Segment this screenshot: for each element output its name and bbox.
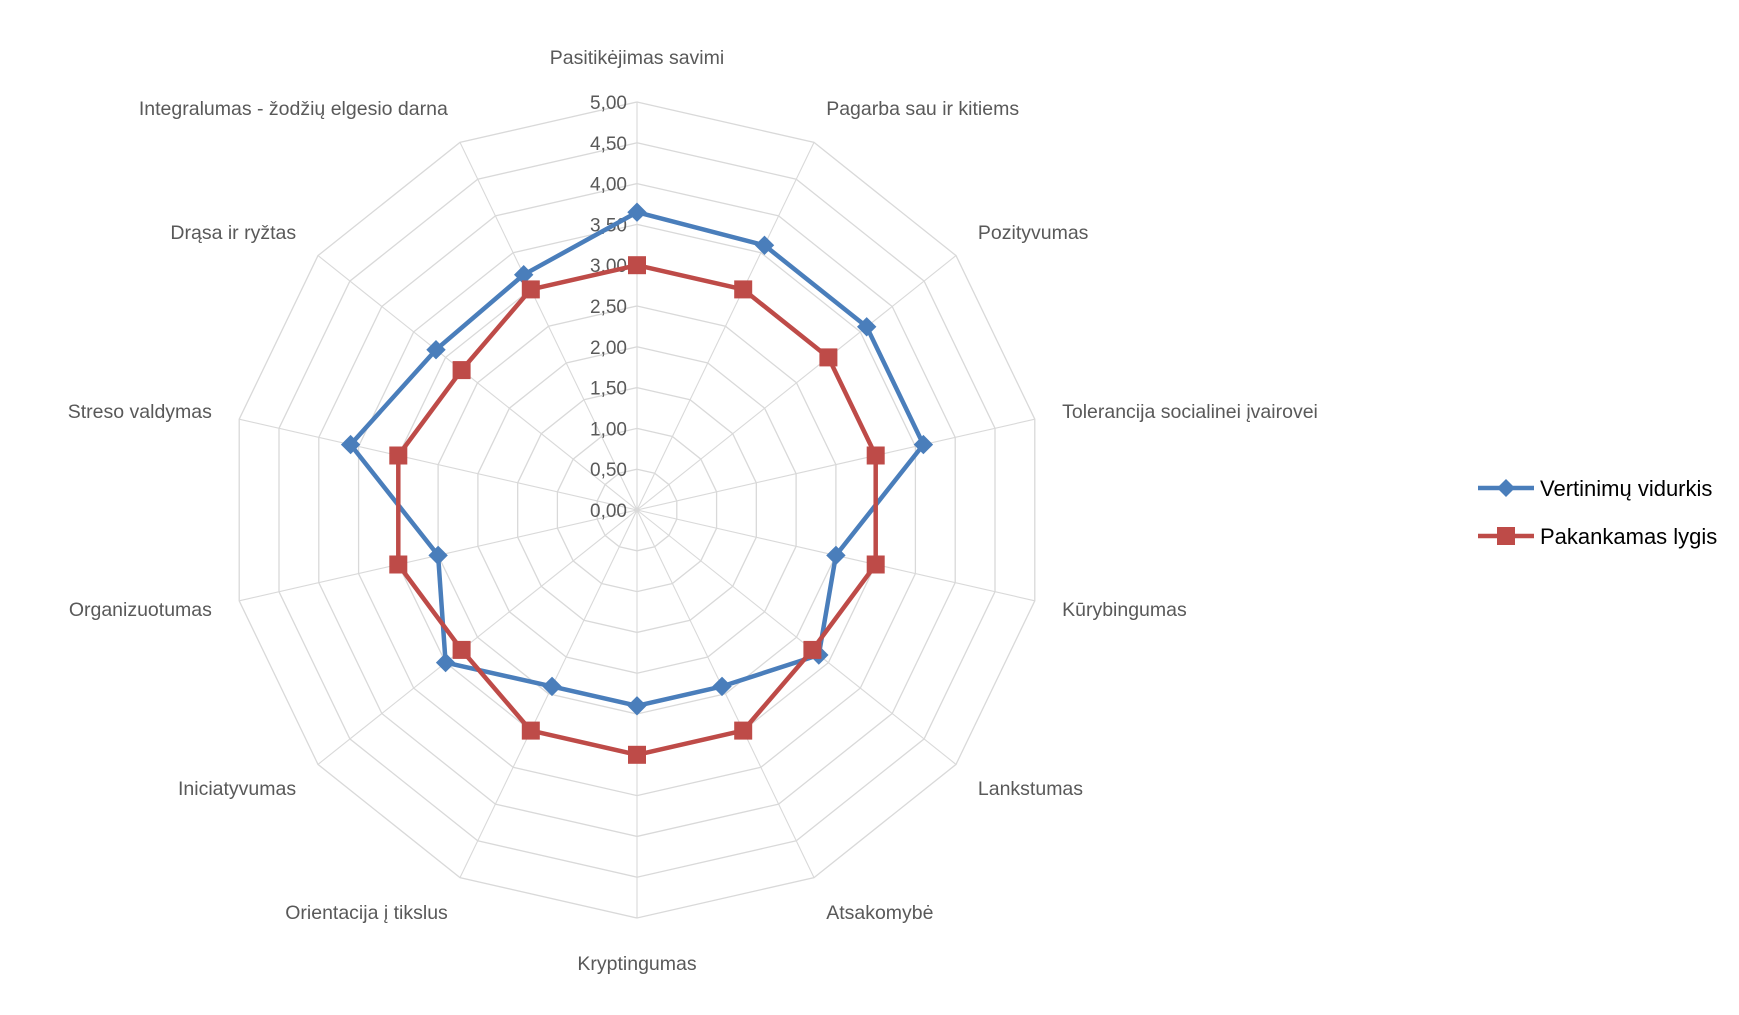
data-point-marker <box>826 545 846 566</box>
series-2 <box>389 256 885 764</box>
data-point-marker <box>734 280 753 299</box>
category-label: Pagarba sau ir kitiems <box>826 98 1019 120</box>
data-point-marker <box>627 202 647 222</box>
legend-label: Vertinimų vidurkis <box>1540 476 1712 501</box>
spoke-line <box>636 142 815 511</box>
data-point-marker <box>340 434 361 455</box>
category-label: Streso valdymas <box>68 401 212 423</box>
spoke-line <box>459 509 638 878</box>
legend-label: Pakankamas lygis <box>1540 524 1717 549</box>
category-label: Kryptingumas <box>577 953 696 975</box>
legend-marker <box>1497 527 1515 545</box>
data-point-marker <box>913 434 934 455</box>
data-point-marker <box>428 545 448 566</box>
category-label: Tolerancija socialinei įvairovei <box>1062 401 1318 423</box>
data-point-marker <box>866 555 885 574</box>
tick-label: 4,00 <box>590 175 627 196</box>
category-label: Kūrybingumas <box>1062 599 1187 621</box>
category-labels: Pasitikėjimas savimi Pagarba sau ir kitie… <box>68 47 1318 975</box>
legend: Vertinimų vidurkis Pakankamas lygis <box>1478 476 1717 549</box>
legend-marker <box>1497 479 1515 497</box>
data-point-marker <box>521 280 540 299</box>
series-layer <box>340 202 934 764</box>
spoke-line <box>636 509 815 878</box>
category-label: Orientacija į tikslus <box>285 902 448 924</box>
data-point-marker <box>389 555 408 574</box>
data-point-marker <box>819 348 838 367</box>
spoke-line <box>317 509 638 765</box>
spoke-line <box>459 142 638 511</box>
data-point-marker <box>628 256 646 275</box>
tick-label: 2,00 <box>590 338 627 359</box>
tick-label: 1,50 <box>590 379 627 400</box>
data-point-marker <box>452 361 471 380</box>
spoke-line <box>239 418 638 511</box>
data-point-marker <box>712 676 732 697</box>
tick-labels: 0,000,501,001,502,002,503,003,504,004,50… <box>590 93 627 522</box>
category-label: Lankstumas <box>978 778 1083 800</box>
data-point-marker <box>734 721 753 740</box>
tick-label: 2,50 <box>590 297 627 318</box>
category-label: Pozityvumas <box>978 222 1089 244</box>
category-label: Drąsa ir ryžtas <box>170 222 296 244</box>
tick-label: 0,00 <box>590 501 627 522</box>
data-point-marker <box>627 696 647 716</box>
category-label: Pasitikėjimas savimi <box>550 47 724 69</box>
data-point-marker <box>803 640 822 659</box>
tick-label: 1,00 <box>590 419 627 440</box>
tick-label: 0,50 <box>590 460 627 481</box>
data-point-marker <box>628 745 646 764</box>
category-label: Iniciatyvumas <box>178 778 296 800</box>
spoke-line <box>636 418 1035 511</box>
category-label: Organizuotumas <box>69 599 212 621</box>
data-point-marker <box>856 317 877 337</box>
data-point-marker <box>452 640 471 659</box>
category-label: Atsakomybė <box>826 902 933 924</box>
category-label: Integralumas - žodžių elgesio darna <box>139 98 448 120</box>
data-point-marker <box>866 446 885 465</box>
data-point-marker <box>521 721 540 740</box>
legend-item: Vertinimų vidurkis <box>1478 476 1712 501</box>
spoke-line <box>636 509 957 765</box>
spoke-line <box>636 255 957 511</box>
legend-item: Pakankamas lygis <box>1478 524 1717 549</box>
data-point-marker <box>435 652 456 673</box>
tick-label: 4,50 <box>590 134 627 155</box>
spoke-line <box>317 255 638 511</box>
tick-label: 5,00 <box>590 93 627 114</box>
data-point-marker <box>389 446 408 465</box>
grid-layer <box>238 101 1036 919</box>
data-point-marker <box>426 339 446 360</box>
data-point-marker <box>542 676 562 697</box>
data-point-marker <box>754 235 775 256</box>
